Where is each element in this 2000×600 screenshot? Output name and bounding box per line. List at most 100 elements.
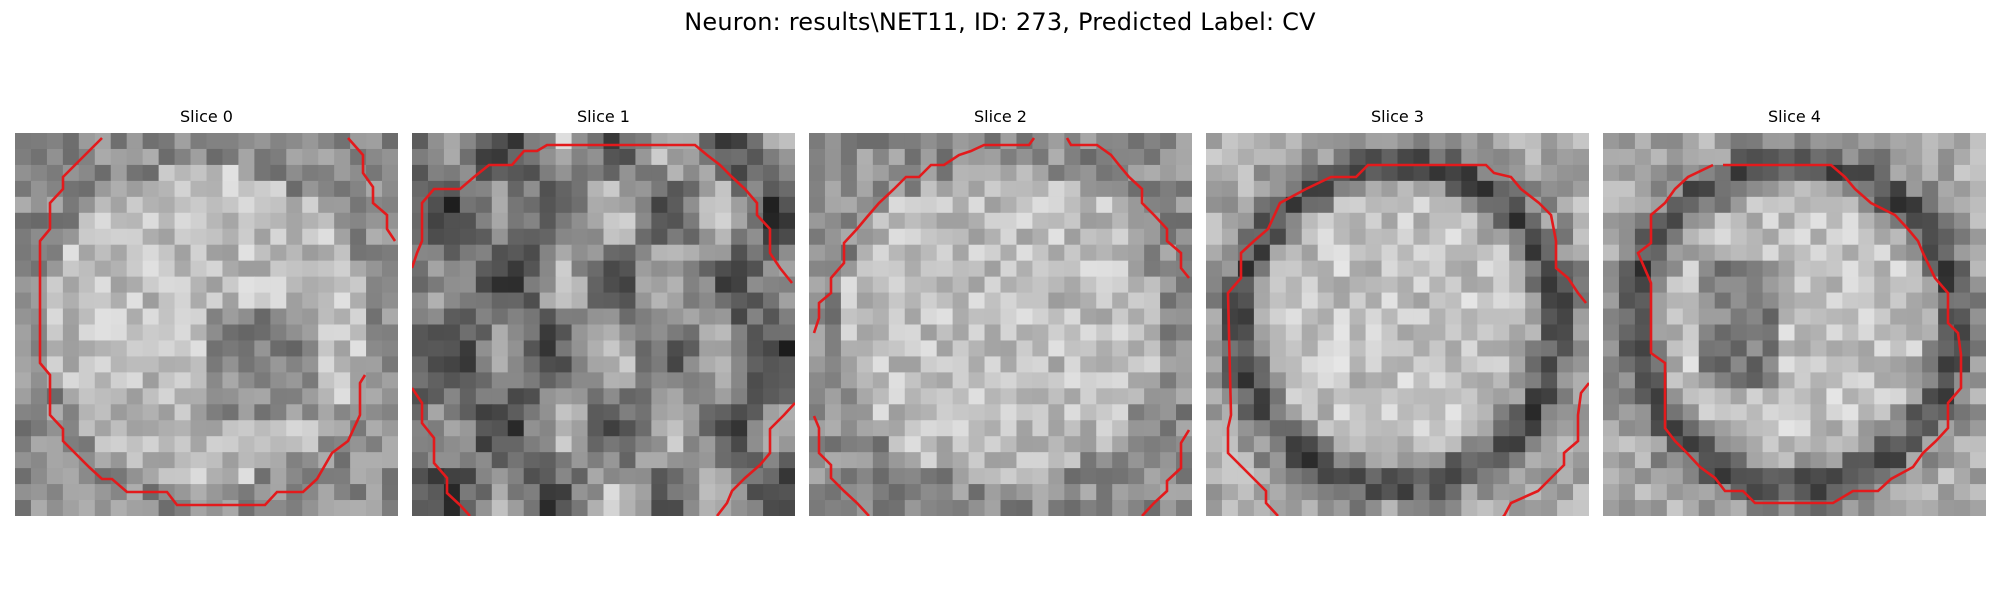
pixel	[856, 324, 874, 342]
pixel	[747, 500, 764, 516]
pixel	[1970, 468, 1986, 485]
pixel	[1794, 452, 1812, 469]
pixel	[1317, 292, 1335, 310]
pixel	[1603, 148, 1620, 166]
pixel	[1096, 196, 1113, 214]
pixel	[350, 404, 367, 421]
pixel	[459, 404, 477, 421]
pixel	[1096, 260, 1113, 278]
pixel	[539, 324, 557, 342]
pixel	[1970, 436, 1986, 453]
pixel	[1682, 404, 1700, 421]
pixel	[1253, 436, 1271, 453]
pixel	[1698, 436, 1716, 453]
pixel	[1698, 372, 1716, 389]
pixel	[94, 212, 112, 230]
pixel	[1445, 308, 1462, 326]
pixel	[840, 452, 858, 469]
slice-panel-3: Slice 3	[1206, 107, 1589, 521]
pixel	[635, 164, 652, 182]
pixel	[1381, 340, 1399, 358]
pixel	[731, 452, 748, 469]
pixel	[1413, 356, 1431, 373]
pixel	[1237, 196, 1255, 214]
pixel	[1080, 404, 1097, 421]
pixel	[683, 292, 700, 310]
pixel	[1477, 452, 1494, 469]
pixel	[1397, 452, 1415, 469]
pixel	[1650, 308, 1668, 326]
pixel	[30, 148, 48, 166]
pixel	[1666, 276, 1684, 294]
pixel	[1858, 196, 1875, 214]
pixel	[475, 420, 493, 437]
pixel	[1333, 436, 1351, 453]
pixel	[1557, 180, 1574, 198]
pixel	[443, 308, 461, 326]
pixel	[286, 212, 303, 230]
pixel	[920, 228, 938, 246]
pixel	[920, 276, 938, 294]
pixel	[619, 260, 637, 278]
pixel	[571, 420, 589, 437]
pixel	[15, 180, 32, 198]
pixel	[1253, 372, 1271, 389]
pixel	[1778, 468, 1796, 485]
pixel	[1160, 308, 1177, 326]
pixel	[1237, 436, 1255, 453]
pixel	[1714, 164, 1732, 182]
pixel	[1381, 260, 1399, 278]
pixel	[78, 308, 96, 326]
pixel	[1080, 500, 1097, 516]
pixel	[1128, 276, 1145, 294]
pixel	[1922, 372, 1939, 389]
pixel	[1461, 148, 1478, 166]
pixel	[587, 388, 605, 405]
pixel	[699, 244, 716, 262]
pixel	[1541, 148, 1558, 166]
pixel	[110, 404, 128, 421]
pixel	[350, 436, 367, 453]
pixel	[507, 276, 525, 294]
pixel	[1176, 356, 1192, 373]
pixel	[1714, 292, 1732, 310]
pixel	[1064, 340, 1081, 358]
pixel	[888, 292, 906, 310]
pixel	[1301, 212, 1319, 230]
pixel	[1269, 308, 1287, 326]
pixel	[158, 228, 176, 246]
pixel	[1650, 484, 1668, 501]
pixel	[1762, 420, 1780, 437]
pixel	[555, 388, 573, 405]
pixel	[667, 212, 684, 230]
pixel	[809, 404, 826, 421]
pixel	[779, 484, 795, 501]
pixel	[1970, 276, 1986, 294]
pixel	[1842, 133, 1859, 150]
pixel	[1032, 404, 1049, 421]
pixel	[968, 420, 986, 437]
pixel	[1445, 196, 1462, 214]
pixel	[1112, 324, 1129, 342]
pixel	[1970, 452, 1986, 469]
pixel	[350, 244, 367, 262]
pixel	[286, 468, 303, 485]
pixel	[968, 356, 986, 373]
pixel	[1429, 404, 1446, 421]
pixel	[382, 356, 398, 373]
pixel	[1970, 196, 1986, 214]
pixel	[110, 436, 128, 453]
pixel	[1922, 484, 1939, 501]
pixel	[443, 196, 461, 214]
pixel	[427, 148, 445, 166]
pixel	[1666, 404, 1684, 421]
pixel	[222, 260, 240, 278]
pixel	[651, 133, 668, 150]
pixel	[856, 388, 874, 405]
pixel	[1477, 404, 1494, 421]
pixel	[443, 212, 461, 230]
pixel	[286, 276, 303, 294]
pixel	[840, 356, 858, 373]
pixel	[1525, 388, 1542, 405]
pixel	[619, 388, 637, 405]
